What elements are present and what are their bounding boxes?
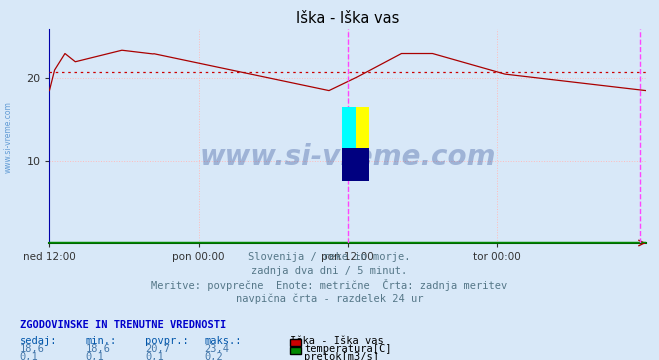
Text: min.:: min.: [86, 336, 117, 346]
Text: 18,6: 18,6 [20, 344, 45, 354]
Title: Iška - Iška vas: Iška - Iška vas [296, 11, 399, 26]
Text: 0,2: 0,2 [204, 352, 223, 360]
Text: 0,1: 0,1 [20, 352, 38, 360]
Bar [343, 148, 369, 181]
Text: maks.:: maks.: [204, 336, 242, 346]
Text: 20,7: 20,7 [145, 344, 170, 354]
Text: pretok[m3/s]: pretok[m3/s] [304, 352, 380, 360]
Text: navpična črta - razdelek 24 ur: navpična črta - razdelek 24 ur [236, 293, 423, 303]
Text: Slovenija / reke in morje.: Slovenija / reke in morje. [248, 252, 411, 262]
Text: 0,1: 0,1 [86, 352, 104, 360]
Text: povpr.:: povpr.: [145, 336, 188, 346]
Text: ZGODOVINSKE IN TRENUTNE VREDNOSTI: ZGODOVINSKE IN TRENUTNE VREDNOSTI [20, 320, 226, 330]
Bar [343, 107, 356, 148]
Text: Iška - Iška vas: Iška - Iška vas [290, 336, 384, 346]
Text: 0,1: 0,1 [145, 352, 163, 360]
Text: Meritve: povprečne  Enote: metrične  Črta: zadnja meritev: Meritve: povprečne Enote: metrične Črta:… [152, 279, 507, 291]
Text: 23,4: 23,4 [204, 344, 229, 354]
Text: temperatura[C]: temperatura[C] [304, 344, 392, 354]
Bar [356, 107, 369, 148]
Text: www.si-vreme.com: www.si-vreme.com [200, 143, 496, 171]
Text: zadnja dva dni / 5 minut.: zadnja dva dni / 5 minut. [251, 266, 408, 276]
Text: sedaj:: sedaj: [20, 336, 57, 346]
Text: www.si-vreme.com: www.si-vreme.com [3, 101, 13, 173]
Text: 18,6: 18,6 [86, 344, 111, 354]
